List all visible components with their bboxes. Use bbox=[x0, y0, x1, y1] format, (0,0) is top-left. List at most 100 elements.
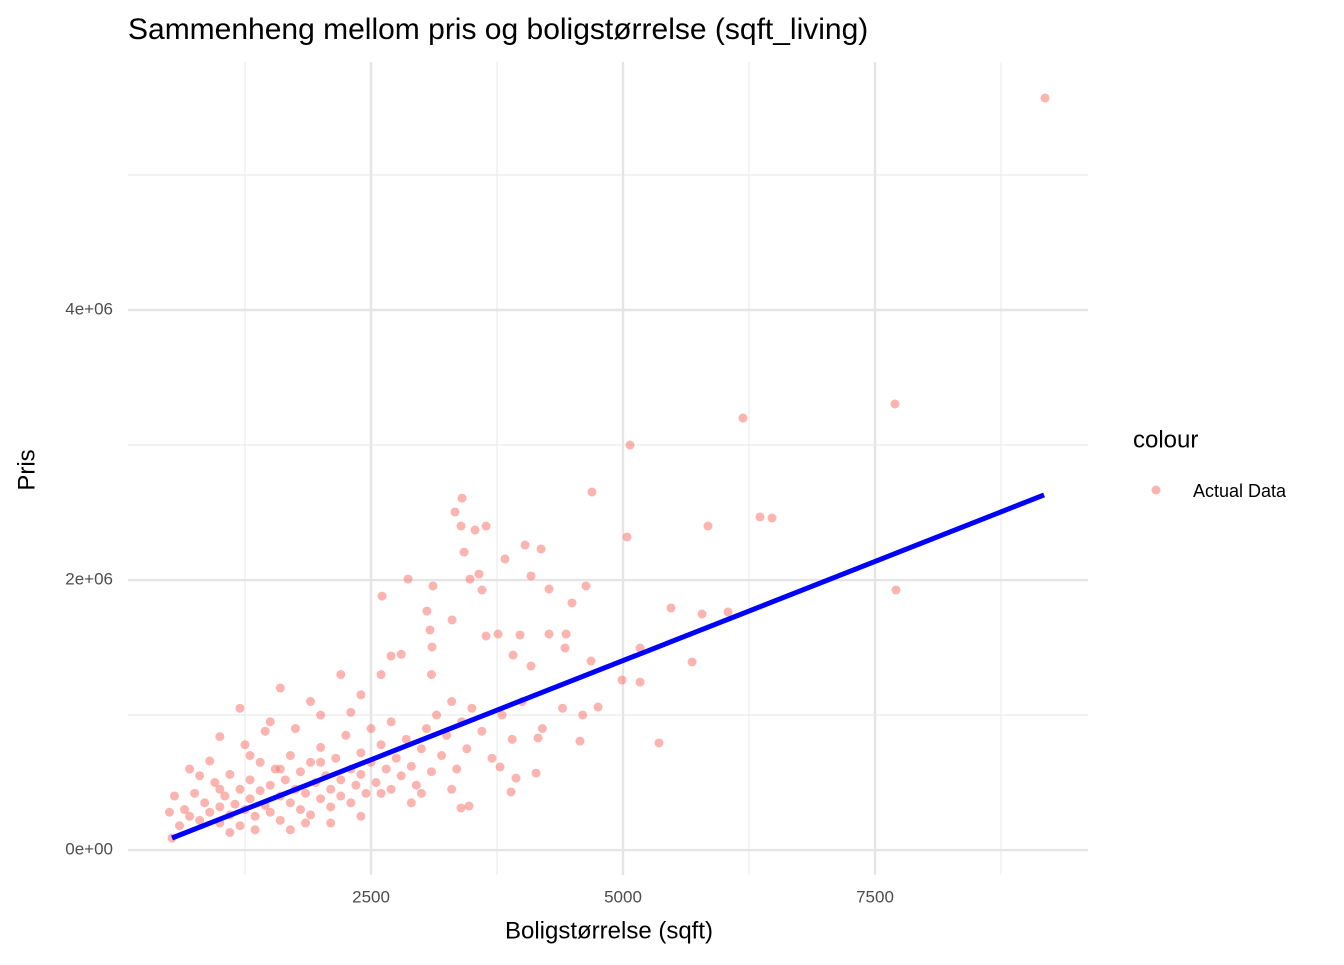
point bbox=[285, 825, 295, 835]
point bbox=[767, 513, 777, 523]
overlay: Actual Data bbox=[171, 481, 1287, 841]
point bbox=[336, 670, 346, 680]
point bbox=[175, 821, 185, 831]
point bbox=[301, 818, 311, 828]
point bbox=[205, 756, 215, 766]
point bbox=[464, 801, 474, 811]
point bbox=[447, 697, 457, 707]
point bbox=[376, 788, 386, 798]
point bbox=[406, 761, 416, 771]
x-axis-label: Boligstørrelse (sqft) bbox=[505, 917, 713, 944]
point bbox=[456, 521, 466, 531]
point bbox=[341, 730, 351, 740]
point bbox=[465, 574, 475, 584]
point bbox=[386, 784, 396, 794]
point bbox=[515, 630, 525, 640]
point bbox=[622, 532, 632, 542]
point bbox=[467, 703, 477, 713]
point bbox=[295, 805, 305, 815]
point bbox=[336, 791, 346, 801]
point bbox=[427, 767, 437, 777]
point bbox=[235, 821, 245, 831]
point bbox=[185, 764, 195, 774]
point bbox=[396, 771, 406, 781]
point bbox=[578, 710, 588, 720]
point bbox=[470, 525, 480, 535]
point bbox=[210, 778, 220, 788]
point bbox=[205, 807, 215, 817]
legend-title: colour bbox=[1133, 426, 1198, 453]
point bbox=[890, 399, 900, 409]
point bbox=[265, 717, 275, 727]
point bbox=[544, 584, 554, 594]
point bbox=[316, 794, 326, 804]
point bbox=[301, 788, 311, 798]
point bbox=[331, 753, 341, 763]
y-axis-label: Pris bbox=[13, 449, 40, 490]
point bbox=[481, 521, 491, 531]
point bbox=[316, 742, 326, 752]
point bbox=[575, 736, 585, 746]
point bbox=[474, 569, 484, 579]
point bbox=[703, 521, 713, 531]
fit-line bbox=[171, 492, 1045, 841]
point bbox=[225, 827, 235, 837]
point bbox=[245, 775, 255, 785]
point bbox=[185, 811, 195, 821]
point bbox=[265, 807, 275, 817]
point bbox=[381, 764, 391, 774]
point bbox=[586, 656, 596, 666]
point bbox=[245, 751, 255, 761]
point bbox=[508, 650, 518, 660]
points bbox=[164, 93, 1050, 843]
point bbox=[346, 707, 356, 717]
point bbox=[190, 788, 200, 798]
point bbox=[265, 780, 275, 790]
point bbox=[285, 751, 295, 761]
chart-title: Sammenheng mellom pris og boligstørrelse… bbox=[128, 13, 868, 46]
point bbox=[316, 710, 326, 720]
point bbox=[452, 764, 462, 774]
point bbox=[376, 670, 386, 680]
point bbox=[255, 786, 265, 796]
point bbox=[526, 571, 536, 581]
point bbox=[386, 717, 396, 727]
point bbox=[411, 780, 421, 790]
point bbox=[326, 784, 336, 794]
point bbox=[432, 710, 442, 720]
point bbox=[567, 598, 577, 608]
grid: 2500 5000 7500 0e+00 2e+06 4e+06 bbox=[65, 62, 1088, 906]
point bbox=[456, 803, 466, 813]
x-tick-label: 2500 bbox=[352, 887, 390, 906]
point bbox=[164, 807, 174, 817]
point bbox=[275, 815, 285, 825]
point bbox=[377, 591, 387, 601]
point bbox=[356, 769, 366, 779]
y-tick-label: 4e+06 bbox=[65, 299, 113, 318]
point bbox=[200, 798, 210, 808]
point bbox=[593, 702, 603, 712]
point bbox=[507, 734, 517, 744]
y-tick-label: 2e+06 bbox=[65, 569, 113, 588]
point bbox=[587, 487, 597, 497]
point bbox=[506, 787, 516, 797]
point bbox=[427, 670, 437, 680]
point bbox=[654, 738, 664, 748]
point bbox=[425, 625, 435, 635]
point bbox=[230, 799, 240, 809]
point bbox=[396, 649, 406, 659]
x-tick-label: 7500 bbox=[856, 887, 894, 906]
x-tick-label: 5000 bbox=[604, 887, 642, 906]
point bbox=[356, 811, 366, 821]
point bbox=[697, 609, 707, 619]
point bbox=[511, 773, 521, 783]
point bbox=[245, 794, 255, 804]
point bbox=[497, 710, 507, 720]
point bbox=[617, 675, 627, 685]
point bbox=[533, 733, 543, 743]
point bbox=[169, 791, 179, 801]
point bbox=[280, 775, 290, 785]
point bbox=[625, 440, 635, 450]
point bbox=[481, 631, 491, 641]
